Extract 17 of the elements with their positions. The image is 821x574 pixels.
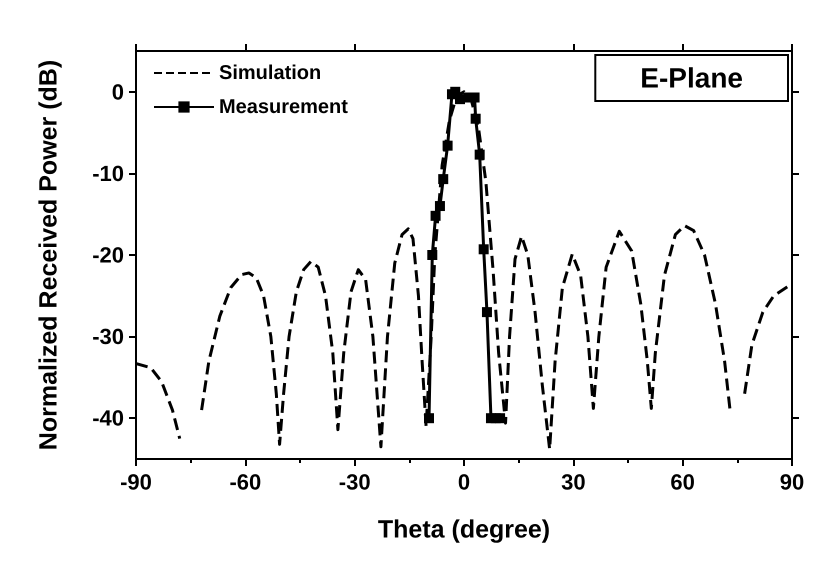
- x-axis-title: Theta (degree): [378, 516, 550, 544]
- y-tick-label: -20: [92, 242, 124, 268]
- y-axis-title: Normalized Received Power (dB): [34, 60, 62, 450]
- x-tick-label: -30: [338, 470, 371, 494]
- y-tick-label: -30: [92, 324, 124, 350]
- legend-label: Measurement: [219, 96, 348, 118]
- x-tick-label: 60: [670, 470, 695, 494]
- annotation: E-Plane: [640, 62, 743, 94]
- y-tick-label: -40: [92, 406, 124, 431]
- y-tick-label: 0: [112, 79, 124, 104]
- x-tick-label: 30: [561, 470, 586, 494]
- y-tick-label: -10: [92, 160, 124, 186]
- legend-label: Simulation: [219, 62, 322, 84]
- x-tick-label: 0: [458, 470, 470, 494]
- x-tick-label: 90: [780, 470, 804, 494]
- x-tick-label: -90: [120, 470, 152, 494]
- x-tick-label: -60: [229, 470, 262, 494]
